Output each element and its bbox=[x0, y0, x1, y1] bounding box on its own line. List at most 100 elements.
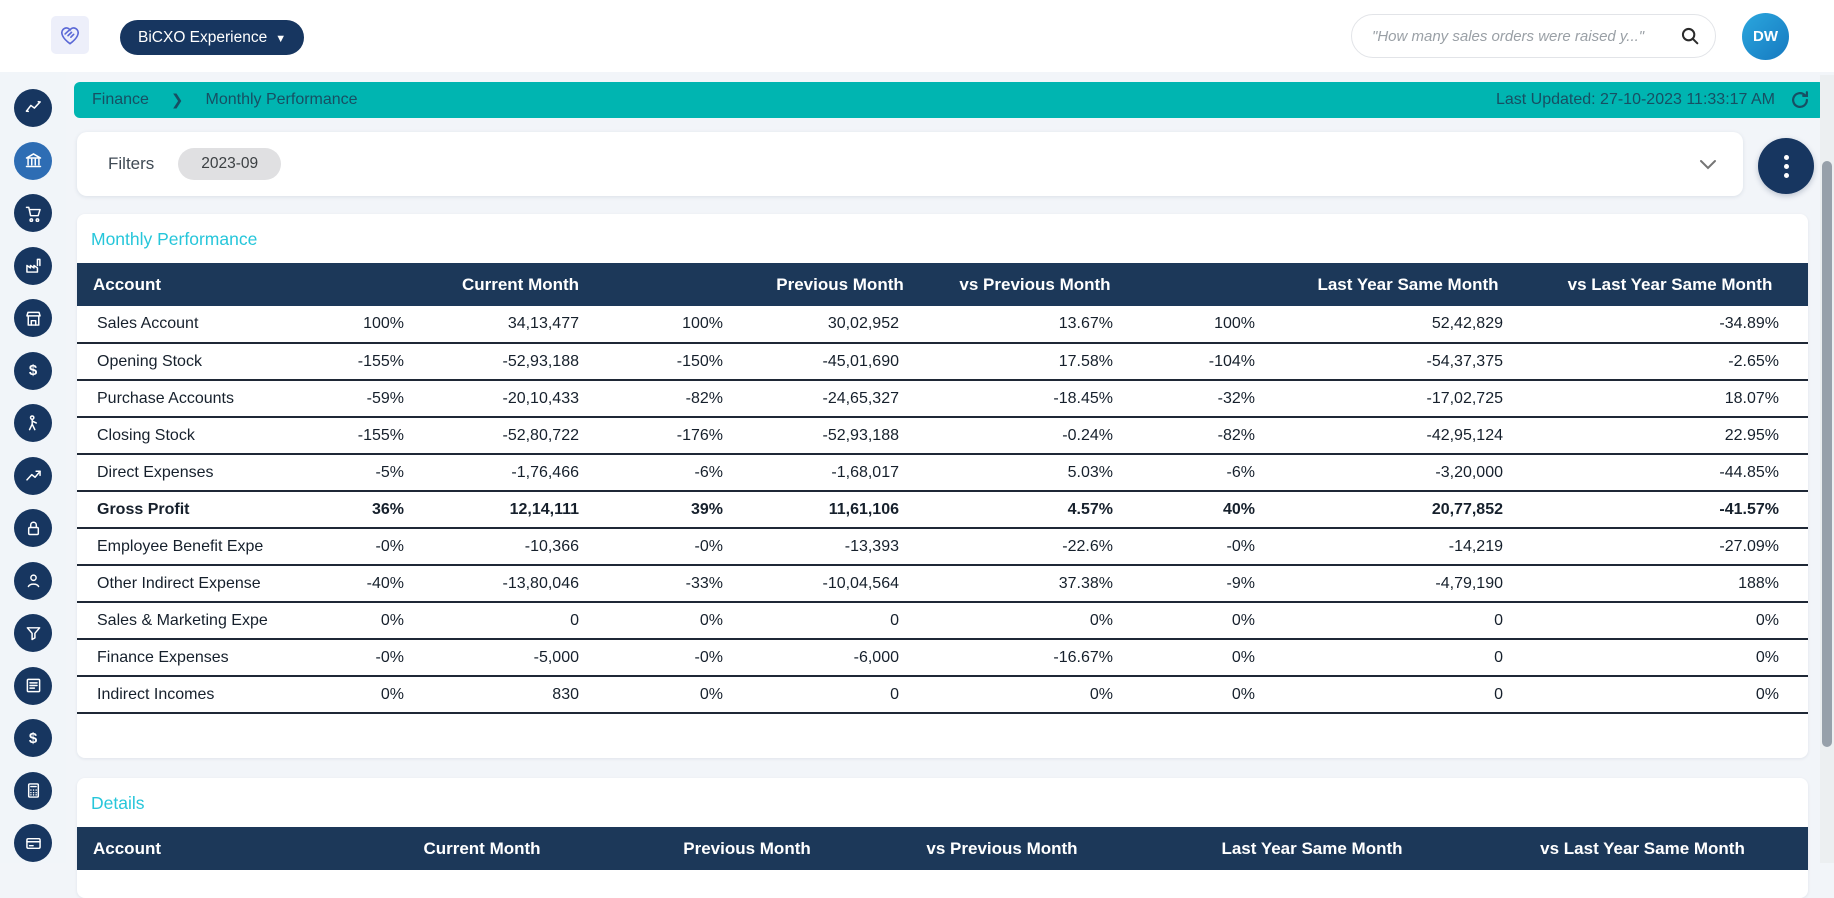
cell-account: Gross Profit bbox=[77, 491, 315, 529]
cell-value: -52,80,722 bbox=[433, 417, 608, 455]
table-row: Sales & Marketing Expe 0% 0 0% 0 0% 0% 0 0% bbox=[77, 602, 1808, 640]
cell-value: 0% bbox=[1532, 676, 1808, 714]
cell-value: 0% bbox=[1142, 676, 1284, 714]
filters-label: Filters bbox=[108, 154, 155, 173]
cell-value: 18.07% bbox=[1532, 380, 1808, 418]
cell-account: Purchase Accounts bbox=[77, 380, 315, 418]
storefront-icon bbox=[25, 311, 41, 326]
cell-value: -18.45% bbox=[928, 380, 1142, 418]
sidebar-item-store[interactable] bbox=[14, 299, 52, 337]
sidebar-item-security[interactable] bbox=[14, 509, 52, 547]
sidebar-item-reports[interactable] bbox=[14, 666, 52, 705]
table-row: Employee Benefit Expe -0% -10,366 -0% -13,39… bbox=[77, 528, 1808, 566]
cell-value: -82% bbox=[608, 380, 752, 418]
sidebar-item-billing[interactable] bbox=[14, 771, 52, 810]
sidebar-item-users[interactable] bbox=[14, 561, 52, 600]
breadcrumb-section[interactable]: Finance bbox=[92, 91, 149, 108]
breadcrumb-bar: Finance ❯ Monthly Performance Last Updat… bbox=[74, 82, 1825, 118]
trend-up-icon bbox=[25, 470, 41, 481]
cell-value: 37.38% bbox=[928, 565, 1142, 603]
column-header: Last Year Same Month bbox=[1147, 827, 1477, 870]
app-logo[interactable] bbox=[51, 16, 89, 54]
column-header: Account bbox=[77, 827, 327, 870]
newspaper-icon bbox=[26, 678, 40, 693]
heart-handshake-logo-icon bbox=[61, 27, 79, 45]
table-row: Opening Stock -155% -52,93,188 -150% -45,01,… bbox=[77, 343, 1808, 381]
brand-label: BiCXO Experience bbox=[138, 28, 268, 46]
cell-account: Sales Account bbox=[77, 306, 315, 344]
cell-account: Sales & Marketing Expe bbox=[77, 602, 315, 640]
cell-value: 0 bbox=[1284, 676, 1532, 714]
cell-value: -1,68,017 bbox=[752, 454, 928, 492]
sidebar-item-sales[interactable] bbox=[14, 194, 52, 232]
cell-value: -42,95,124 bbox=[1284, 417, 1532, 455]
cell-value: 0% bbox=[608, 676, 752, 714]
cell-value: -59% bbox=[315, 380, 433, 418]
sidebar: $ $ bbox=[0, 72, 66, 863]
details-card: Details Account Current Month Previous Mon… bbox=[77, 778, 1808, 898]
cell-value: 13.67% bbox=[928, 306, 1142, 344]
column-header-spacer bbox=[1142, 263, 1284, 306]
sidebar-item-salesperson[interactable] bbox=[14, 404, 52, 442]
cell-value: -4,79,190 bbox=[1284, 565, 1532, 603]
search-icon[interactable] bbox=[1679, 25, 1701, 47]
cell-value: -0% bbox=[315, 528, 433, 566]
sidebar-item-filter[interactable] bbox=[14, 614, 52, 652]
sidebar-item-payments[interactable] bbox=[14, 824, 52, 862]
cell-value: 0% bbox=[928, 602, 1142, 640]
more-options-button[interactable] bbox=[1758, 138, 1814, 194]
table-row: Sales Account 100% 34,13,477 100% 30,02,952 1… bbox=[77, 306, 1808, 344]
cell-value: -45,01,690 bbox=[752, 343, 928, 381]
credit-card-icon bbox=[25, 837, 41, 849]
cell-value: 100% bbox=[608, 306, 752, 344]
brand-menu-button[interactable]: BiCXO Experience ▼ bbox=[120, 20, 305, 55]
cell-value: 830 bbox=[433, 676, 608, 714]
sidebar-item-cash[interactable]: $ bbox=[14, 351, 52, 390]
cell-value: -6% bbox=[608, 454, 752, 492]
cell-value: -44.85% bbox=[1532, 454, 1808, 492]
cell-value: -1,76,466 bbox=[433, 454, 608, 492]
search-input[interactable] bbox=[1372, 27, 1679, 45]
column-header: vs Last Year Same Month bbox=[1532, 263, 1808, 306]
breadcrumb-page[interactable]: Monthly Performance bbox=[205, 91, 358, 108]
scrollbar-thumb[interactable] bbox=[1822, 161, 1832, 747]
cell-value: -0% bbox=[1142, 528, 1284, 566]
cell-value: -0.24% bbox=[928, 417, 1142, 455]
cell-account: Finance Expenses bbox=[77, 639, 315, 677]
bank-icon bbox=[25, 153, 41, 168]
cell-value: -155% bbox=[315, 343, 433, 381]
table-header-row: Account Current Month Previous Month vs Pre… bbox=[77, 827, 1808, 870]
global-search bbox=[1351, 14, 1716, 58]
cell-value: 39% bbox=[608, 491, 752, 529]
cell-value: 0% bbox=[315, 676, 433, 714]
sidebar-item-finance[interactable] bbox=[14, 141, 52, 180]
cell-value: 0 bbox=[752, 676, 928, 714]
cell-account: Closing Stock bbox=[77, 417, 315, 455]
cell-value: -82% bbox=[1142, 417, 1284, 455]
filter-chip-month[interactable]: 2023-09 bbox=[178, 148, 282, 180]
cell-value: 0 bbox=[1284, 639, 1532, 677]
sidebar-item-growth[interactable] bbox=[14, 456, 52, 495]
cell-value: -20,10,433 bbox=[433, 380, 608, 418]
cell-value: 0% bbox=[1142, 639, 1284, 677]
column-header: Current Month bbox=[433, 263, 608, 306]
refresh-icon[interactable] bbox=[1789, 89, 1811, 111]
sidebar-item-expenses[interactable]: $ bbox=[14, 719, 52, 757]
cell-value: -33% bbox=[608, 565, 752, 603]
avatar-initials: DW bbox=[1753, 28, 1778, 45]
kebab-dot bbox=[1783, 172, 1789, 178]
cell-value: 0% bbox=[928, 676, 1142, 714]
monthly-performance-card: Monthly Performance Account Current Month… bbox=[77, 214, 1808, 758]
kebab-dot bbox=[1783, 154, 1789, 160]
cell-account: Employee Benefit Expe bbox=[77, 528, 315, 566]
sidebar-item-performance[interactable] bbox=[14, 89, 52, 127]
sidebar-item-production[interactable] bbox=[14, 246, 52, 285]
cell-value: 12,14,111 bbox=[433, 491, 608, 529]
cell-value: 11,61,106 bbox=[752, 491, 928, 529]
chevron-down-icon[interactable] bbox=[1697, 157, 1719, 171]
cell-value: 0 bbox=[1284, 602, 1532, 640]
monthly-performance-table: Account Current Month Previous Month vs Pre… bbox=[77, 263, 1808, 714]
cell-value: -52,93,188 bbox=[433, 343, 608, 381]
section-title: Details bbox=[91, 793, 145, 813]
avatar[interactable]: DW bbox=[1742, 13, 1789, 60]
